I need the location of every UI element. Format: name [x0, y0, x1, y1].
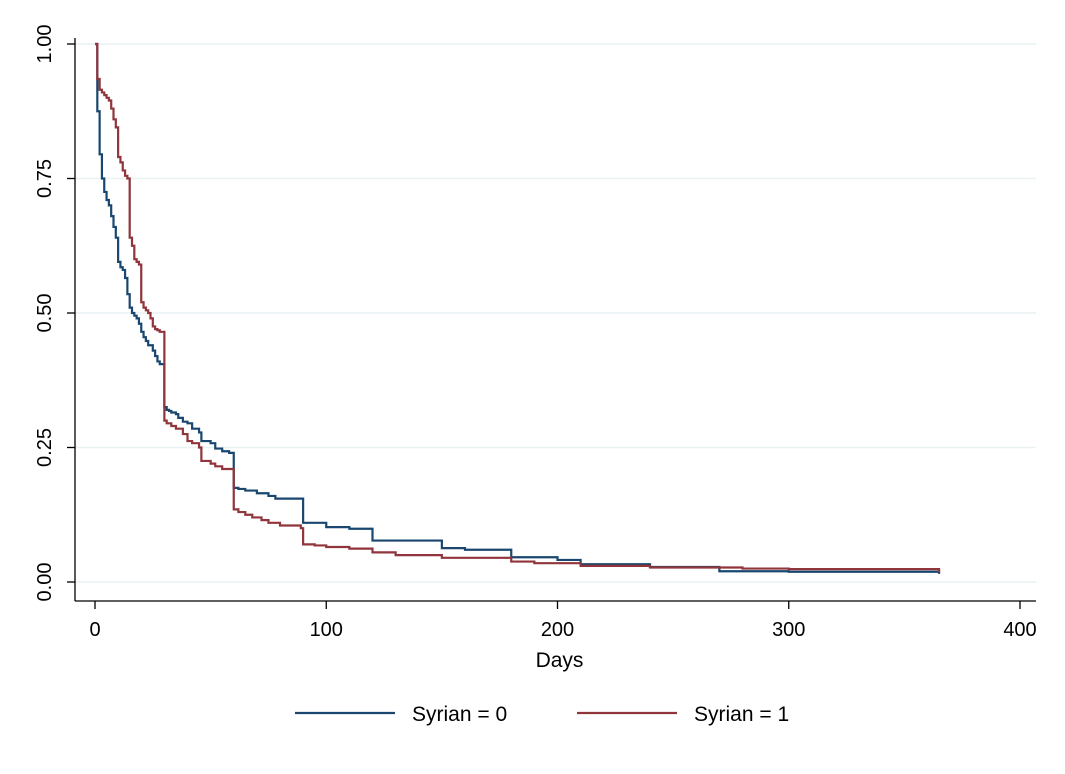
- legend: Syrian = 0 Syrian = 1: [295, 703, 789, 726]
- x-tick-label: 200: [541, 619, 574, 641]
- gridlines: [75, 43, 1036, 583]
- x-axis-title: Days: [536, 649, 584, 672]
- x-tick-label: 100: [310, 619, 343, 641]
- series-line-1: [95, 42, 941, 573]
- legend-label-0: Syrian = 0: [412, 703, 507, 726]
- x-tick-label: 0: [89, 619, 100, 641]
- y-tick-label: 0.25: [34, 428, 56, 467]
- y-tick-label: 1.00: [34, 25, 56, 64]
- y-tick-label: 0.75: [34, 159, 56, 198]
- x-tick-label: 300: [772, 619, 805, 641]
- x-tick-label: 400: [1003, 619, 1036, 641]
- legend-label-1: Syrian = 1: [694, 703, 789, 726]
- series-line-0: [95, 42, 941, 574]
- series-lines: [95, 42, 941, 574]
- axes: 0.00 0.25 0.50 0.75 1.00 0 100 200 300 400: [34, 25, 1037, 641]
- y-tick-label: 0.00: [34, 563, 56, 602]
- y-tick-label: 0.50: [34, 294, 56, 333]
